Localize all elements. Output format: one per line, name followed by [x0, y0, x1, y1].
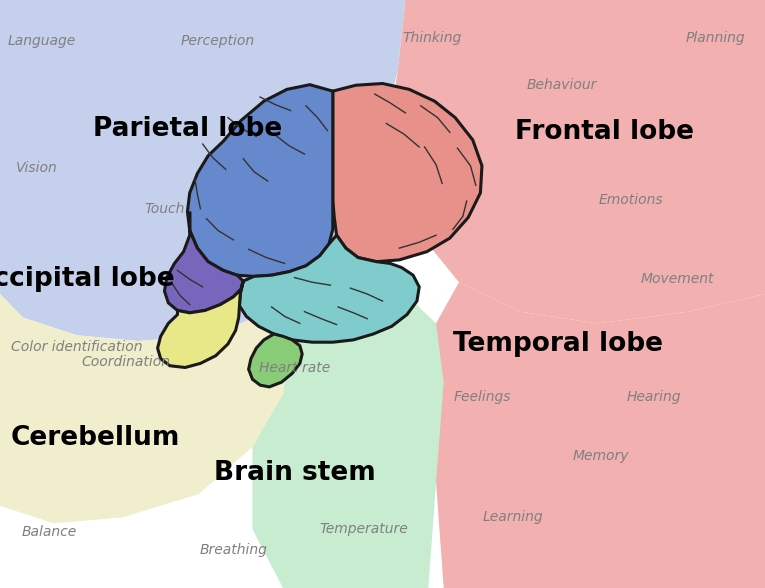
- Text: Hearing: Hearing: [627, 390, 682, 404]
- Text: Vision: Vision: [16, 161, 57, 175]
- Text: Brain stem: Brain stem: [213, 460, 376, 486]
- Polygon shape: [0, 0, 405, 341]
- Text: Temporal lobe: Temporal lobe: [454, 331, 663, 357]
- Text: Occipital lobe: Occipital lobe: [0, 266, 174, 292]
- Polygon shape: [187, 85, 333, 276]
- Polygon shape: [164, 212, 243, 313]
- Text: Temperature: Temperature: [319, 522, 408, 536]
- Text: Frontal lobe: Frontal lobe: [515, 119, 694, 145]
- Text: Thinking: Thinking: [402, 31, 462, 45]
- Text: Memory: Memory: [572, 449, 629, 463]
- Text: Perception: Perception: [181, 34, 255, 48]
- Polygon shape: [249, 334, 302, 387]
- Text: Learning: Learning: [482, 510, 543, 524]
- Text: Behaviour: Behaviour: [527, 78, 597, 92]
- Text: Heart rate: Heart rate: [259, 360, 330, 375]
- Text: Planning: Planning: [685, 31, 745, 45]
- Text: Parietal lobe: Parietal lobe: [93, 116, 282, 142]
- Text: Touch: Touch: [145, 202, 184, 216]
- Text: Language: Language: [8, 34, 77, 48]
- Polygon shape: [390, 0, 765, 323]
- Text: Feelings: Feelings: [453, 390, 511, 404]
- Polygon shape: [333, 83, 482, 262]
- Text: Emotions: Emotions: [599, 193, 663, 207]
- Text: Coordination: Coordination: [82, 355, 171, 369]
- Polygon shape: [158, 281, 243, 368]
- Text: Movement: Movement: [640, 272, 714, 286]
- Text: Breathing: Breathing: [200, 543, 267, 557]
- Polygon shape: [0, 294, 291, 523]
- Polygon shape: [252, 282, 444, 588]
- Text: Cerebellum: Cerebellum: [11, 425, 181, 451]
- Polygon shape: [239, 235, 419, 342]
- Text: Balance: Balance: [22, 525, 77, 539]
- Text: Color identification: Color identification: [11, 340, 142, 354]
- Polygon shape: [428, 282, 765, 588]
